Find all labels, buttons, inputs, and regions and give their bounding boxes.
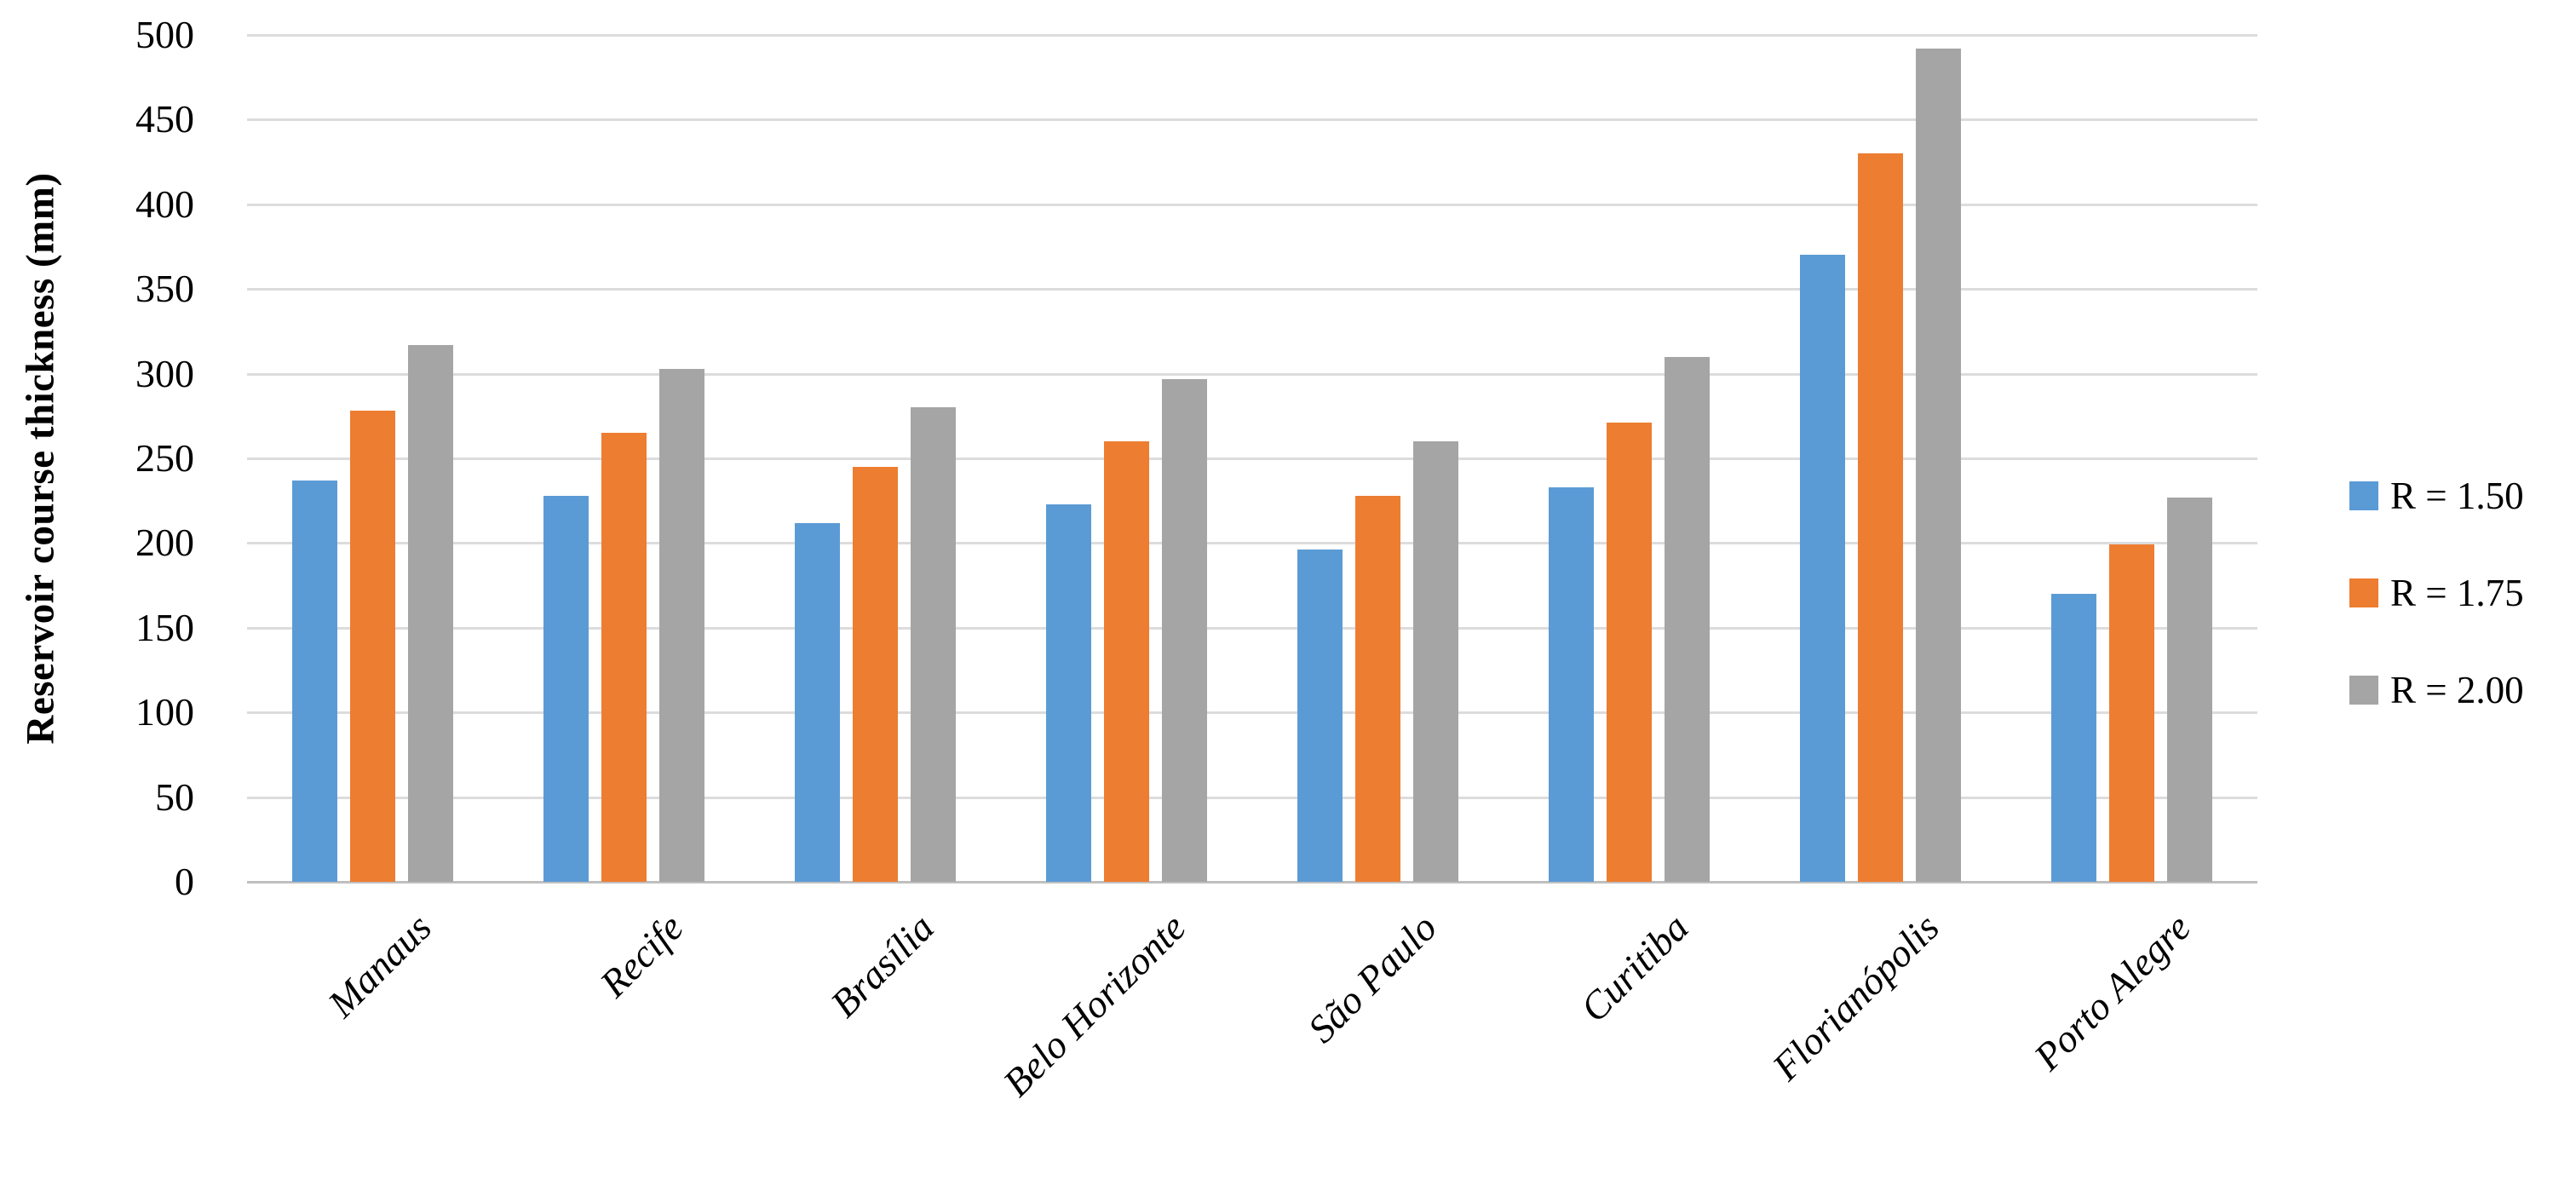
x-label-curitiba: Curitiba bbox=[1571, 905, 1697, 1031]
legend-item-r-2-00: R = 2.00 bbox=[2349, 668, 2524, 712]
bar-belo-horizonte-r-2-00 bbox=[1162, 378, 1207, 882]
bar-recife-r-1-75 bbox=[601, 433, 647, 882]
bar-manaus-r-1-50 bbox=[292, 480, 337, 882]
gridline-200 bbox=[247, 542, 2257, 545]
bar-recife-r-1-50 bbox=[543, 495, 589, 882]
gridline-250 bbox=[247, 458, 2257, 460]
bar-belo-horizonte-r-1-50 bbox=[1046, 504, 1091, 882]
y-tick-label-250: 250 bbox=[135, 436, 194, 480]
bar-florianopolis-r-1-50 bbox=[1800, 255, 1845, 882]
plot-area bbox=[247, 34, 2257, 884]
legend: R = 1.50 R = 1.75 R = 2.00 bbox=[2349, 474, 2524, 712]
bar-group-porto-alegre bbox=[2006, 35, 2257, 882]
y-tick-label-400: 400 bbox=[135, 181, 194, 226]
bar-manaus-r-1-75 bbox=[350, 411, 395, 882]
gridline-500 bbox=[247, 34, 2257, 37]
x-axis-line bbox=[247, 881, 2257, 884]
gridline-300 bbox=[247, 372, 2257, 376]
bar-group-manaus bbox=[247, 35, 498, 882]
bar-group-curitiba bbox=[1504, 35, 1755, 882]
legend-item-r-1-75: R = 1.75 bbox=[2349, 571, 2524, 615]
y-tick-label-450: 450 bbox=[135, 97, 194, 141]
y-tick-label-500: 500 bbox=[135, 13, 194, 56]
bar-curitiba-r-1-50 bbox=[1549, 486, 1594, 882]
bar-brasilia-r-2-00 bbox=[911, 407, 956, 882]
bar-group-florianopolis bbox=[1755, 35, 2006, 882]
gridline-150 bbox=[247, 626, 2257, 630]
bar-sao-paulo-r-1-75 bbox=[1355, 495, 1400, 882]
bar-sao-paulo-r-2-00 bbox=[1413, 441, 1458, 882]
y-tick-label-300: 300 bbox=[135, 351, 194, 395]
y-axis-tick-labels: 0 50 100 150 200 250 300 350 400 450 500 bbox=[0, 13, 194, 903]
bar-belo-horizonte-r-1-75 bbox=[1104, 441, 1149, 882]
y-tick-label-0: 0 bbox=[175, 860, 194, 903]
bar-porto-alegre-r-1-50 bbox=[2051, 594, 2096, 882]
bar-group-recife bbox=[498, 35, 750, 882]
bar-group-belo-horizonte bbox=[1001, 35, 1252, 882]
gridline-50 bbox=[247, 796, 2257, 799]
y-tick-label-50: 50 bbox=[155, 774, 194, 819]
x-label-recife: Recife bbox=[590, 905, 692, 1006]
bar-group-sao-paulo bbox=[1252, 35, 1504, 882]
y-tick-label-150: 150 bbox=[135, 605, 194, 649]
bar-group-brasilia bbox=[750, 35, 1001, 882]
legend-label-r-1-50: R = 1.50 bbox=[2390, 475, 2524, 517]
legend-swatch-r-1-50 bbox=[2349, 481, 2378, 510]
x-label-sao-paulo: São Paulo bbox=[1299, 905, 1446, 1051]
gridline-350 bbox=[247, 288, 2257, 291]
bar-curitiba-r-1-75 bbox=[1607, 423, 1652, 882]
x-label-manaus: Manaus bbox=[319, 905, 440, 1026]
gridline-400 bbox=[247, 203, 2257, 206]
y-tick-label-200: 200 bbox=[135, 521, 194, 565]
y-tick-label-350: 350 bbox=[135, 267, 194, 311]
legend-label-r-2-00: R = 2.00 bbox=[2390, 669, 2524, 711]
bar-brasilia-r-1-50 bbox=[795, 522, 840, 882]
legend-item-r-1-50: R = 1.50 bbox=[2349, 474, 2524, 518]
y-tick-label-100: 100 bbox=[135, 690, 194, 734]
gridline-450 bbox=[247, 118, 2257, 122]
legend-label-r-1-75: R = 1.75 bbox=[2390, 572, 2524, 614]
gridline-100 bbox=[247, 711, 2257, 715]
bar-recife-r-2-00 bbox=[659, 368, 704, 882]
bar-porto-alegre-r-1-75 bbox=[2109, 544, 2154, 882]
bar-curitiba-r-2-00 bbox=[1665, 356, 1710, 882]
bar-manaus-r-2-00 bbox=[408, 344, 453, 882]
x-axis-category-labels: Manaus Recife Brasília Belo Horizonte São Pa… bbox=[247, 893, 2257, 1203]
x-label-brasilia: Brasília bbox=[822, 905, 943, 1026]
x-label-porto-alegre: Porto Alegre bbox=[2026, 905, 2199, 1079]
bar-florianopolis-r-2-00 bbox=[1916, 48, 1961, 882]
bar-porto-alegre-r-2-00 bbox=[2167, 497, 2212, 882]
bar-florianopolis-r-1-75 bbox=[1858, 153, 1903, 882]
bar-groups bbox=[247, 35, 2257, 882]
x-label-belo-horizonte: Belo Horizonte bbox=[994, 905, 1194, 1105]
bar-brasilia-r-1-75 bbox=[853, 466, 898, 882]
legend-swatch-r-1-75 bbox=[2349, 578, 2378, 607]
bar-sao-paulo-r-1-50 bbox=[1297, 550, 1343, 882]
x-label-florianopolis: Florianópolis bbox=[1764, 905, 1948, 1089]
legend-swatch-r-2-00 bbox=[2349, 676, 2378, 705]
